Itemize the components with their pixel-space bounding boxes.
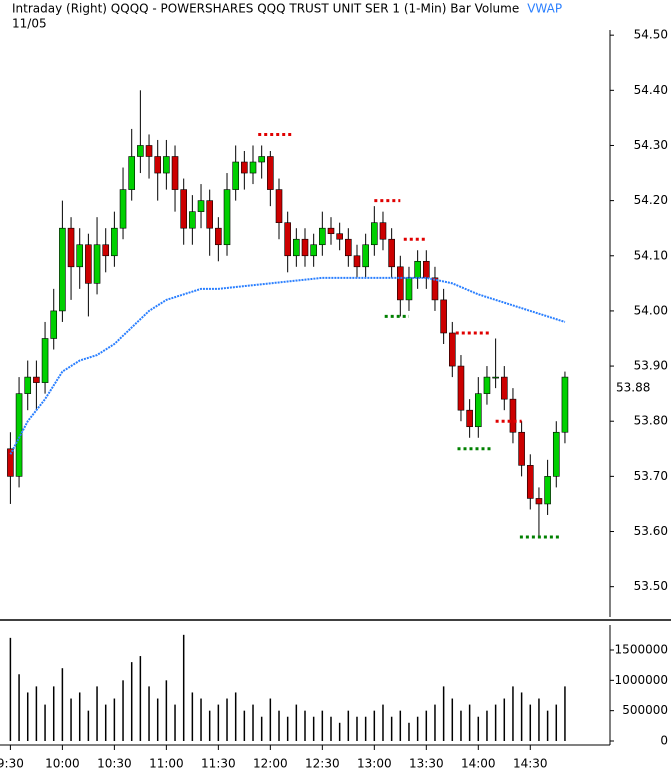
candle-body xyxy=(24,376,32,394)
candle-body xyxy=(137,145,144,157)
x-tick-label: 13:00 xyxy=(357,757,392,771)
candle-body xyxy=(397,266,404,301)
candle-body xyxy=(267,156,274,190)
candle-body xyxy=(466,409,473,428)
candle-body xyxy=(111,227,118,257)
candle-body xyxy=(145,145,153,157)
x-tick-label: 9:30 xyxy=(0,757,24,771)
candle-body xyxy=(249,161,257,174)
candle-body xyxy=(93,244,101,284)
y-tick-label: 1000000 xyxy=(615,673,668,687)
candle-body xyxy=(154,156,161,174)
y-tick-label: 0 xyxy=(660,733,668,747)
candle-body xyxy=(319,227,326,246)
candle-body xyxy=(544,476,551,505)
y-tick-label: 53.50 xyxy=(634,579,668,593)
candle-body xyxy=(474,393,482,428)
y-tick-label: 53.70 xyxy=(634,469,668,483)
y-tick-label: 54.20 xyxy=(634,193,668,207)
y-tick-label: 53.60 xyxy=(634,524,668,538)
candle-body xyxy=(128,156,136,190)
candle-body xyxy=(180,189,187,229)
x-tick-label: 12:00 xyxy=(253,757,288,771)
chart-title: Intraday (Right) QQQQ - POWERSHARES QQQ … xyxy=(12,2,519,16)
candle-body xyxy=(85,244,92,284)
candle-body xyxy=(15,393,23,477)
candle-body xyxy=(241,161,248,174)
candle-body xyxy=(414,260,421,279)
candle-body xyxy=(67,227,75,268)
candle-body xyxy=(535,498,543,505)
candle-body xyxy=(457,365,465,411)
candle-body xyxy=(440,299,447,334)
candle-body xyxy=(492,376,499,379)
x-tick-label: 10:30 xyxy=(97,757,132,771)
x-tick-label: 11:30 xyxy=(201,757,236,771)
x-tick-label: 10:00 xyxy=(45,757,80,771)
candle-body xyxy=(163,156,170,174)
candle-body xyxy=(33,376,40,383)
y-tick-label: 54.40 xyxy=(634,83,668,97)
candle-body xyxy=(275,189,283,223)
candle-body xyxy=(197,200,205,212)
candle-body xyxy=(310,244,317,257)
candle-body xyxy=(76,244,84,268)
y-tick-label: 53.80 xyxy=(634,414,668,428)
y-tick-label: 1500000 xyxy=(615,642,668,656)
candle-body xyxy=(431,277,439,301)
candle-body xyxy=(189,211,196,229)
y-tick-label: 54.00 xyxy=(634,303,668,317)
candle-body xyxy=(301,238,309,257)
candle-body xyxy=(449,332,456,367)
candle-body xyxy=(500,376,508,400)
candle-body xyxy=(552,431,560,477)
candle-body xyxy=(59,227,66,312)
candle-body xyxy=(119,189,127,229)
candle-body xyxy=(526,465,534,499)
candle-body xyxy=(232,161,239,190)
candle-body xyxy=(206,200,213,229)
x-tick-label: 14:30 xyxy=(513,757,548,771)
candle-body xyxy=(284,222,291,257)
candle-body xyxy=(7,448,14,477)
candle-body xyxy=(223,189,231,246)
y-tick-label: 54.50 xyxy=(634,28,668,42)
x-tick-label: 11:00 xyxy=(149,757,184,771)
x-tick-label: 14:00 xyxy=(461,757,496,771)
candle-body xyxy=(423,260,430,279)
y-tick-label: 500000 xyxy=(622,703,668,717)
candle-body xyxy=(327,227,335,235)
x-tick-label: 12:30 xyxy=(305,757,340,771)
candle-body xyxy=(102,244,110,257)
legend-entry: VWAP xyxy=(527,2,562,16)
candle-body xyxy=(41,338,49,383)
candle-body xyxy=(379,222,387,240)
candle-body xyxy=(293,238,300,257)
candle-body xyxy=(353,255,361,268)
candle-body xyxy=(509,398,517,433)
y-tick-label: 54.10 xyxy=(634,248,668,262)
vwap-line xyxy=(9,276,566,455)
candle-body xyxy=(362,244,369,268)
candle-body xyxy=(215,227,222,246)
y-tick-label: 54.30 xyxy=(634,138,668,152)
candle-body xyxy=(336,233,343,240)
candle-body xyxy=(50,310,58,339)
x-tick-label: 13:30 xyxy=(409,757,444,771)
chart-subtitle: 11/05 xyxy=(12,17,47,31)
candle-body xyxy=(371,222,378,246)
candle-body xyxy=(518,431,525,466)
candle-body xyxy=(258,156,265,163)
candle-body xyxy=(345,238,352,257)
y-tick-label: 53.90 xyxy=(634,359,668,373)
candle-body xyxy=(483,376,491,394)
candle-body xyxy=(561,376,569,433)
last-price-label: 53.88 xyxy=(616,381,650,395)
candle-body xyxy=(388,238,395,268)
candle-body xyxy=(405,277,413,301)
candle-body xyxy=(171,156,179,190)
